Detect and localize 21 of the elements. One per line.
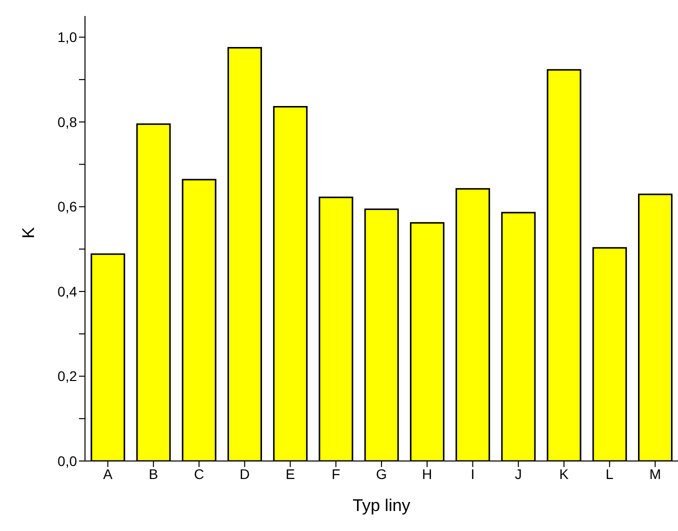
x-tick-label: C [194,466,204,482]
y-tick-label: 0,0 [58,452,78,469]
x-tick-label: H [422,466,432,482]
y-tick-label: 0,8 [58,114,78,130]
y-axis-title: K [19,226,38,238]
x-tick-label: L [606,466,614,482]
x-tick-label: E [286,466,295,482]
y-tick-label: 1,0 [58,29,78,46]
x-tick-label: A [103,466,114,482]
x-axis-title: Typ liny [352,496,411,515]
x-tick-label: M [649,466,662,482]
x-tick-label: D [240,466,250,482]
x-tick-label: G [376,466,387,482]
y-tick-label: 0,2 [58,368,78,384]
x-tick-label: B [148,466,158,482]
y-tick-label: 0,6 [58,198,78,215]
x-tick-label: K [559,466,570,482]
y-tick-label: 0,4 [58,283,78,300]
x-tick-label: J [514,466,522,482]
x-tick-label: I [470,466,475,482]
x-tick-label: F [332,466,340,482]
